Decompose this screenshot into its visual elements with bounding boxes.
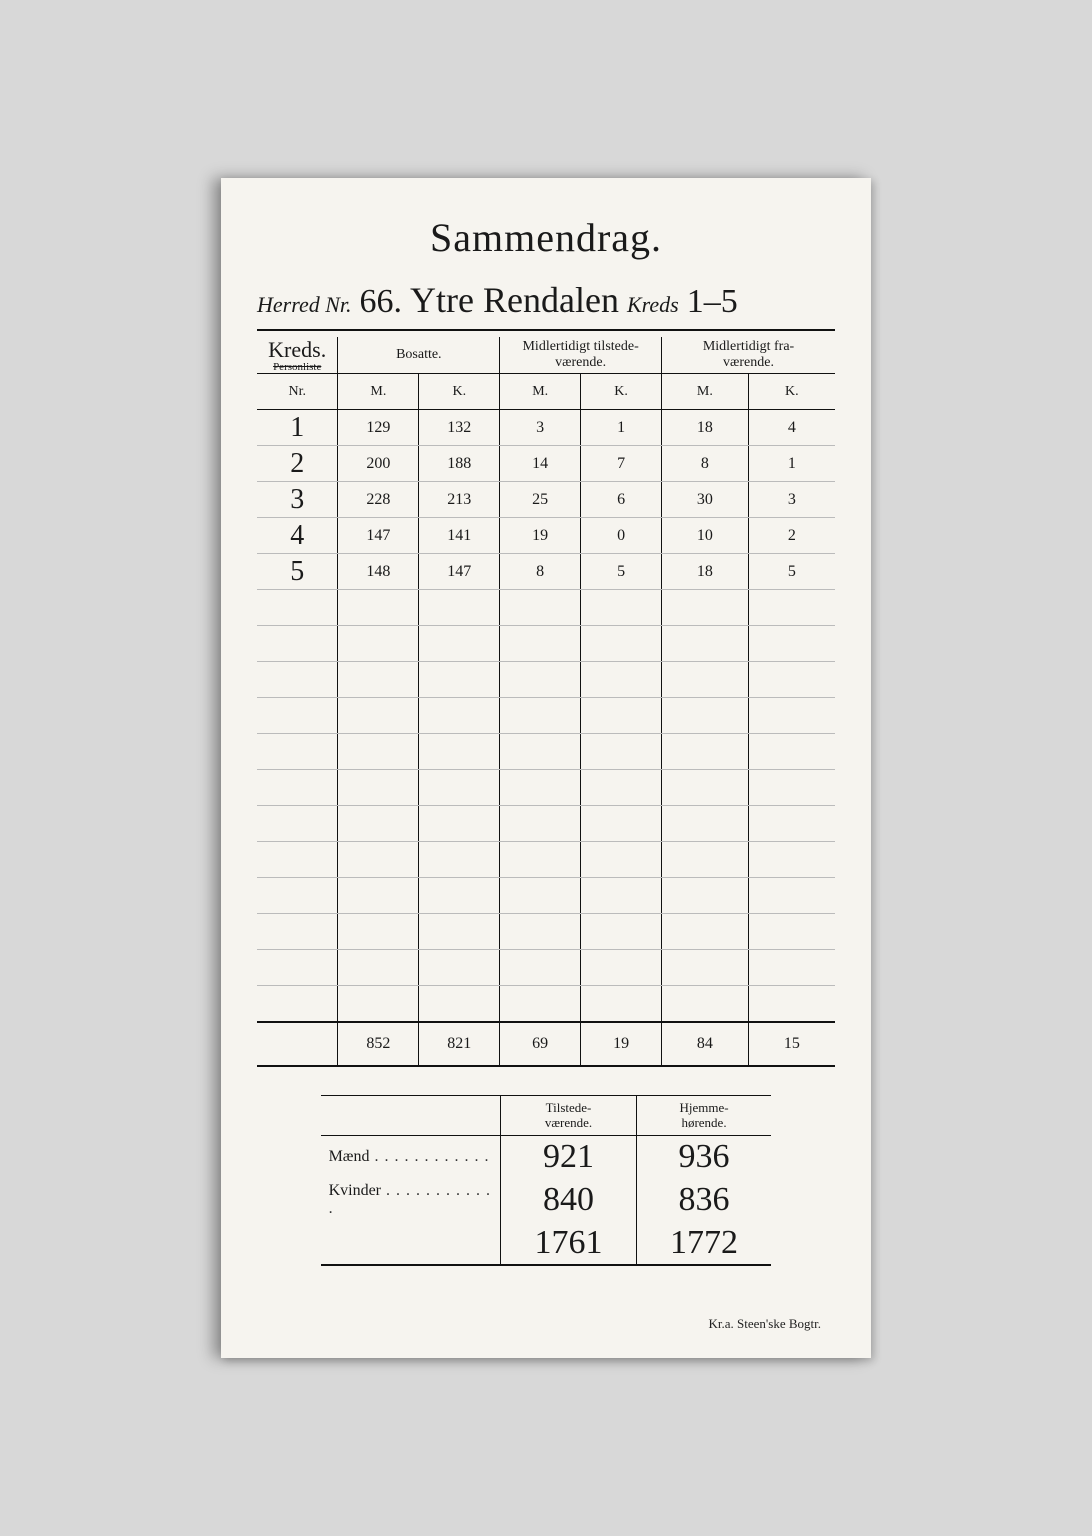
label-maend: Mænd: [321, 1135, 501, 1178]
herred-label: Herred Nr.: [257, 292, 352, 318]
table-row: 112913231184: [257, 410, 835, 446]
cell-fm: 30: [662, 482, 749, 518]
maend-tilstede: 921: [501, 1135, 636, 1178]
cell-bk: 132: [419, 410, 500, 446]
table-row-blank: [257, 626, 835, 662]
cell-nr: 4: [257, 518, 338, 554]
cell-bk: 213: [419, 482, 500, 518]
cell-fk: 3: [748, 482, 835, 518]
label-total: [321, 1222, 501, 1265]
sub-m: M.: [500, 374, 581, 410]
summary-col-tilstede: Tilstede- værende.: [501, 1095, 636, 1135]
cell-bk: 147: [419, 554, 500, 590]
table-row-blank: [257, 986, 835, 1022]
kreds-range: 1–5: [687, 283, 738, 321]
sub-k: K.: [419, 374, 500, 410]
cell-tm: 8: [500, 554, 581, 590]
kvinder-tilstede: 840: [501, 1178, 636, 1222]
cell-tm: 25: [500, 482, 581, 518]
cell-bm: 129: [338, 410, 419, 446]
cell-bk: 141: [419, 518, 500, 554]
summary-table: Tilstede- værende. Hjemme- hørende. Mænd…: [321, 1095, 772, 1266]
cell-fm: 18: [662, 554, 749, 590]
printer-credit: Kr.a. Steen'ske Bogtr.: [709, 1316, 821, 1332]
summary-blank: [321, 1095, 501, 1135]
totals-blank: [257, 1022, 338, 1066]
cell-fm: 8: [662, 446, 749, 482]
summary-row-kvinder: Kvinder 840 836: [321, 1178, 772, 1222]
cell-tk: 5: [581, 554, 662, 590]
total-tilstede: 1761: [501, 1222, 636, 1265]
cell-nr: 1: [257, 410, 338, 446]
table-row: 3228213256303: [257, 482, 835, 518]
table-row: 4147141190102: [257, 518, 835, 554]
cell-fk: 4: [748, 410, 835, 446]
cell-tk: 0: [581, 518, 662, 554]
cell-tm: 14: [500, 446, 581, 482]
table-row-blank: [257, 950, 835, 986]
table-row-blank: [257, 878, 835, 914]
table-row: 220018814781: [257, 446, 835, 482]
cell-nr: 3: [257, 482, 338, 518]
sub-m: M.: [338, 374, 419, 410]
table-row-blank: [257, 590, 835, 626]
table-row-blank: [257, 734, 835, 770]
herred-line: Herred Nr. 66. Ytre Rendalen Kreds 1–5: [257, 279, 835, 321]
table-row-blank: [257, 770, 835, 806]
cell-tk: 1: [581, 410, 662, 446]
totals-cell: 15: [748, 1022, 835, 1066]
census-summary-form: Sammendrag. Herred Nr. 66. Ytre Rendalen…: [221, 178, 871, 1358]
cell-bm: 148: [338, 554, 419, 590]
summary-col-hjemme: Hjemme- hørende.: [636, 1095, 771, 1135]
totals-cell: 84: [662, 1022, 749, 1066]
summary-row-total: 1761 1772: [321, 1222, 772, 1265]
cell-tm: 19: [500, 518, 581, 554]
sub-m: M.: [662, 374, 749, 410]
cell-fm: 18: [662, 410, 749, 446]
cell-bm: 228: [338, 482, 419, 518]
cell-tk: 7: [581, 446, 662, 482]
sub-k: K.: [581, 374, 662, 410]
totals-row: 85282169198415: [257, 1022, 835, 1066]
main-table: Kreds. Personliste Bosatte. Midlertidigt…: [257, 337, 835, 1067]
page-title: Sammendrag.: [257, 214, 835, 261]
table-row-blank: [257, 806, 835, 842]
sub-nr: Nr.: [257, 374, 338, 410]
cell-bm: 147: [338, 518, 419, 554]
summary-row-maend: Mænd 921 936: [321, 1135, 772, 1178]
kvinder-hjemme: 836: [636, 1178, 771, 1222]
cell-nr: 5: [257, 554, 338, 590]
col-bosatte: Bosatte.: [338, 337, 500, 374]
cell-bk: 188: [419, 446, 500, 482]
cell-nr: 2: [257, 446, 338, 482]
divider: [257, 329, 835, 331]
herred-nr: 66.: [360, 283, 403, 321]
cell-fk: 2: [748, 518, 835, 554]
total-hjemme: 1772: [636, 1222, 771, 1265]
table-row: 514814785185: [257, 554, 835, 590]
col-kreds: Kreds. Personliste: [257, 337, 338, 374]
sub-k: K.: [748, 374, 835, 410]
cell-bm: 200: [338, 446, 419, 482]
label-kvinder: Kvinder: [321, 1178, 501, 1222]
totals-cell: 852: [338, 1022, 419, 1066]
table-row-blank: [257, 698, 835, 734]
cell-fk: 1: [748, 446, 835, 482]
col-fra: Midlertidigt fra- værende.: [662, 337, 835, 374]
table-row-blank: [257, 842, 835, 878]
totals-cell: 69: [500, 1022, 581, 1066]
cell-fm: 10: [662, 518, 749, 554]
cell-fk: 5: [748, 554, 835, 590]
maend-hjemme: 936: [636, 1135, 771, 1178]
cell-tm: 3: [500, 410, 581, 446]
cell-tk: 6: [581, 482, 662, 518]
kreds-label: Kreds: [627, 292, 679, 318]
table-row-blank: [257, 662, 835, 698]
totals-cell: 821: [419, 1022, 500, 1066]
totals-cell: 19: [581, 1022, 662, 1066]
herred-name: Ytre Rendalen: [410, 279, 619, 321]
table-row-blank: [257, 914, 835, 950]
col-tilstede: Midlertidigt tilstede- værende.: [500, 337, 662, 374]
